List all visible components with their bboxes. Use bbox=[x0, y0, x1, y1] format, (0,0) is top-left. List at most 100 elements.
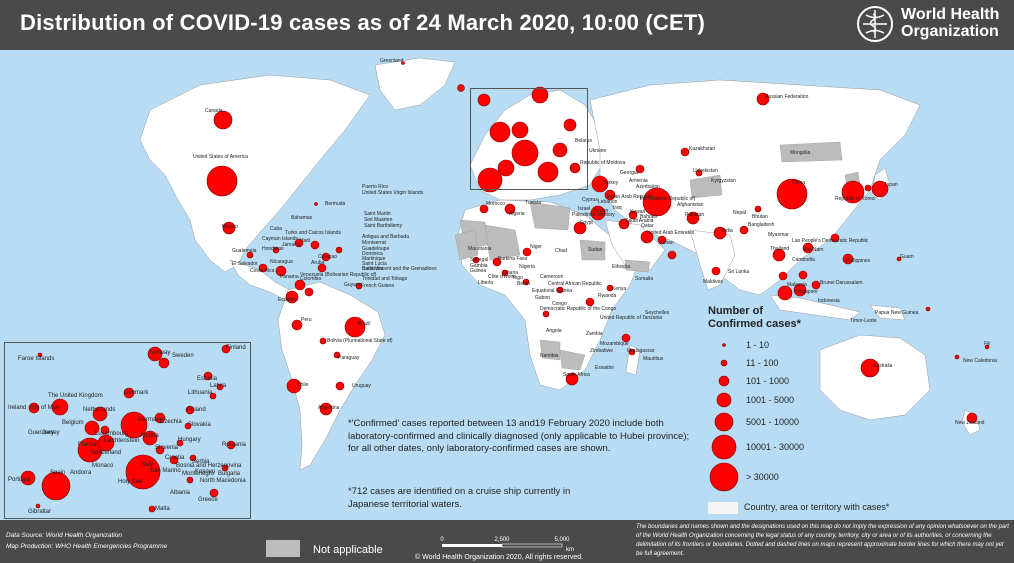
country-label: Luxembourg bbox=[95, 431, 129, 437]
country-label: Benin bbox=[517, 281, 530, 287]
asia-land bbox=[589, 79, 921, 296]
inset-serbia-bubble bbox=[189, 454, 197, 462]
country-label: Ghana bbox=[503, 270, 519, 276]
chile-bubble bbox=[286, 378, 302, 394]
country-label: France bbox=[78, 442, 97, 448]
country-label: Trinidad and Tobago bbox=[362, 276, 408, 282]
inset-malta-bubble bbox=[148, 505, 156, 513]
europe-bubble-6 bbox=[477, 93, 491, 107]
europe-bubble-11 bbox=[569, 162, 581, 174]
inset-slovenia-bubble bbox=[155, 445, 165, 455]
country-label: Greenland bbox=[380, 58, 404, 64]
yemen-area bbox=[624, 259, 651, 273]
country-label: Saint Lucia bbox=[362, 261, 387, 267]
country-label: Togo bbox=[512, 275, 523, 281]
country-label: Mozambique bbox=[600, 341, 629, 347]
country-label: China bbox=[792, 180, 806, 186]
malaysia-bubble bbox=[777, 285, 793, 301]
country-label: Sri Lanka bbox=[728, 269, 750, 275]
ecuador-bubble bbox=[285, 290, 299, 304]
legend-bubble-11-100 bbox=[720, 359, 728, 367]
country-label: Brunei Darussalam bbox=[820, 280, 863, 286]
who-wordmark-line1: World Health bbox=[901, 6, 1000, 23]
india-bubble bbox=[713, 226, 727, 240]
country-label: Saudi Arabia bbox=[625, 218, 654, 224]
country-label: Bermuda bbox=[325, 201, 346, 207]
inset-austria-bubble bbox=[142, 430, 158, 446]
australia-land bbox=[819, 334, 931, 421]
country-label: Martinique bbox=[362, 256, 386, 262]
saudi-bubble bbox=[618, 218, 630, 230]
inset-netherlands-bubble bbox=[92, 406, 108, 422]
country-label: Zambia bbox=[586, 331, 603, 337]
country-label: Ecuador bbox=[278, 297, 297, 303]
country-label: Mauritius bbox=[643, 356, 664, 362]
asia-bubble-5 bbox=[711, 266, 721, 276]
country-label: Kyrgyzstan bbox=[711, 178, 736, 184]
egypt-bubble bbox=[573, 221, 587, 235]
country-label: Pakistan bbox=[685, 212, 705, 218]
country-label: Montenegro bbox=[182, 471, 215, 477]
country-label: Japan bbox=[884, 182, 898, 188]
country-label: Tunisia bbox=[525, 200, 541, 206]
legend-label-3: 101 - 1000 bbox=[746, 376, 790, 386]
country-label: Brazil bbox=[358, 321, 371, 327]
africa-bubble-6 bbox=[542, 310, 550, 318]
country-label: Sudan bbox=[588, 247, 603, 253]
country-label: Albania bbox=[170, 490, 191, 496]
country-label: Bahrain bbox=[640, 214, 658, 220]
iceland-bubble bbox=[457, 84, 465, 92]
asia-bubble-11 bbox=[864, 184, 872, 192]
country-label: Indonesia bbox=[818, 298, 840, 304]
country-label: Eswatini bbox=[595, 365, 614, 371]
footer-bar: Data Source: World Health Organization M… bbox=[0, 520, 1014, 563]
country-label: The United Kingdom bbox=[48, 393, 103, 399]
map-canvas bbox=[20, 57, 990, 513]
country-label: North Macedonia bbox=[200, 478, 246, 484]
legend-label-7: > 30000 bbox=[746, 472, 779, 482]
inset-uk-bubble bbox=[51, 398, 69, 416]
country-label: Guyana bbox=[344, 282, 362, 288]
country-label: Republic of Moldova bbox=[580, 160, 626, 166]
confirmed-cases-note: *'Confirmed' cases reported between 13 a… bbox=[348, 418, 690, 454]
country-label: Liberia bbox=[478, 280, 494, 286]
legend-area-swatch bbox=[708, 502, 738, 514]
inset-latvia-bubble bbox=[216, 383, 224, 391]
country-label: Bosnia and Herzegovina bbox=[176, 463, 242, 469]
canada-bubble bbox=[213, 110, 233, 130]
country-label: Isle of Man bbox=[30, 405, 60, 411]
country-label: Slovenia bbox=[155, 445, 179, 451]
country-label: Netherlands bbox=[83, 407, 116, 413]
country-label: Czechia bbox=[160, 419, 182, 425]
asia-bubble-8 bbox=[811, 280, 821, 290]
country-label: Zimbabwe bbox=[590, 348, 614, 354]
inset-case-bubbles bbox=[20, 344, 236, 513]
north-america-land bbox=[139, 74, 371, 273]
country-label: Burkina Faso bbox=[498, 256, 528, 262]
africa-bubble-11 bbox=[472, 256, 480, 264]
mexico-bubble bbox=[222, 221, 236, 235]
africa-bubble-1 bbox=[492, 257, 502, 267]
europe-inset-map[interactable] bbox=[4, 342, 251, 519]
country-label: Turkey bbox=[603, 180, 619, 186]
country-label: Australia bbox=[873, 363, 893, 369]
europe-bubble-7 bbox=[563, 118, 577, 132]
country-label: Finland bbox=[226, 345, 246, 351]
caribbean-bubble-3 bbox=[272, 246, 280, 254]
world-map[interactable]: Greenland Canada United States of America R… bbox=[0, 50, 1014, 520]
country-label: Timor-Leste bbox=[850, 318, 877, 324]
country-label: Guernsey bbox=[28, 430, 55, 436]
country-label: Gibraltar bbox=[28, 509, 52, 515]
country-label: Bhutan bbox=[752, 214, 768, 220]
country-label: Nepal bbox=[733, 210, 747, 216]
venezuela-bubble bbox=[317, 263, 327, 273]
country-label: Panama bbox=[280, 274, 299, 280]
pakistan-bubble bbox=[686, 211, 700, 225]
bermuda-bubble bbox=[314, 202, 318, 206]
inset-finland-bubble bbox=[221, 344, 231, 354]
inset-norway-bubble bbox=[147, 346, 163, 362]
legend-label-2: 11 - 100 bbox=[746, 358, 779, 368]
country-label: Saint Martin bbox=[364, 211, 391, 217]
europe-bubble-4 bbox=[537, 161, 559, 183]
country-label: New Caledonia bbox=[963, 358, 997, 364]
